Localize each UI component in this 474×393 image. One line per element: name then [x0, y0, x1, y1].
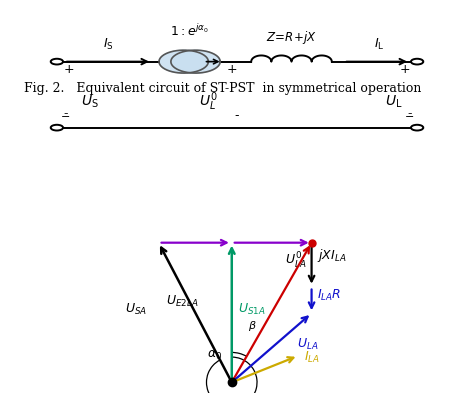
- Text: +: +: [400, 62, 410, 75]
- Circle shape: [51, 59, 63, 64]
- Text: $U_{E2LA}$: $U_{E2LA}$: [166, 294, 199, 309]
- Text: $\bar{-}$: $\bar{-}$: [60, 111, 71, 121]
- Text: +: +: [227, 62, 237, 75]
- Text: $U_{LA}$: $U_{LA}$: [297, 337, 319, 352]
- Text: +: +: [64, 62, 74, 75]
- Text: $U_L^0$: $U_L^0$: [199, 90, 218, 113]
- Circle shape: [411, 59, 423, 64]
- Polygon shape: [171, 50, 220, 73]
- Text: $1: e^{j\alpha_0}$: $1: e^{j\alpha_0}$: [170, 23, 209, 39]
- Text: -: -: [235, 109, 239, 122]
- Text: $U_{LA}^{0}$: $U_{LA}^{0}$: [285, 251, 306, 271]
- Text: $\beta$: $\beta$: [248, 320, 256, 334]
- Text: Fig. 2.   Equivalent circuit of ST-PST  in symmetrical operation: Fig. 2. Equivalent circuit of ST-PST in …: [24, 81, 421, 95]
- Text: $Z\!=\!R\!+\!jX$: $Z\!=\!R\!+\!jX$: [266, 29, 317, 46]
- Text: $I_{LA}R$: $I_{LA}R$: [317, 288, 341, 303]
- Text: $I_\mathrm{L}$: $I_\mathrm{L}$: [374, 37, 384, 52]
- Circle shape: [411, 125, 423, 130]
- Circle shape: [51, 125, 63, 130]
- Text: $I_{LA}$: $I_{LA}$: [303, 349, 319, 365]
- Polygon shape: [159, 50, 209, 73]
- Text: $U_{SA}$: $U_{SA}$: [125, 302, 146, 318]
- Text: $I_\mathrm{S}$: $I_\mathrm{S}$: [102, 37, 113, 52]
- Text: $U_\mathrm{L}$: $U_\mathrm{L}$: [384, 94, 402, 110]
- Text: $jXI_{LA}$: $jXI_{LA}$: [317, 247, 346, 264]
- Text: $\alpha_0$: $\alpha_0$: [207, 349, 222, 362]
- Text: $\bar{-}$: $\bar{-}$: [403, 111, 414, 121]
- Text: $U_\mathrm{S}$: $U_\mathrm{S}$: [81, 94, 99, 110]
- Text: $U_{S1A}$: $U_{S1A}$: [238, 302, 266, 317]
